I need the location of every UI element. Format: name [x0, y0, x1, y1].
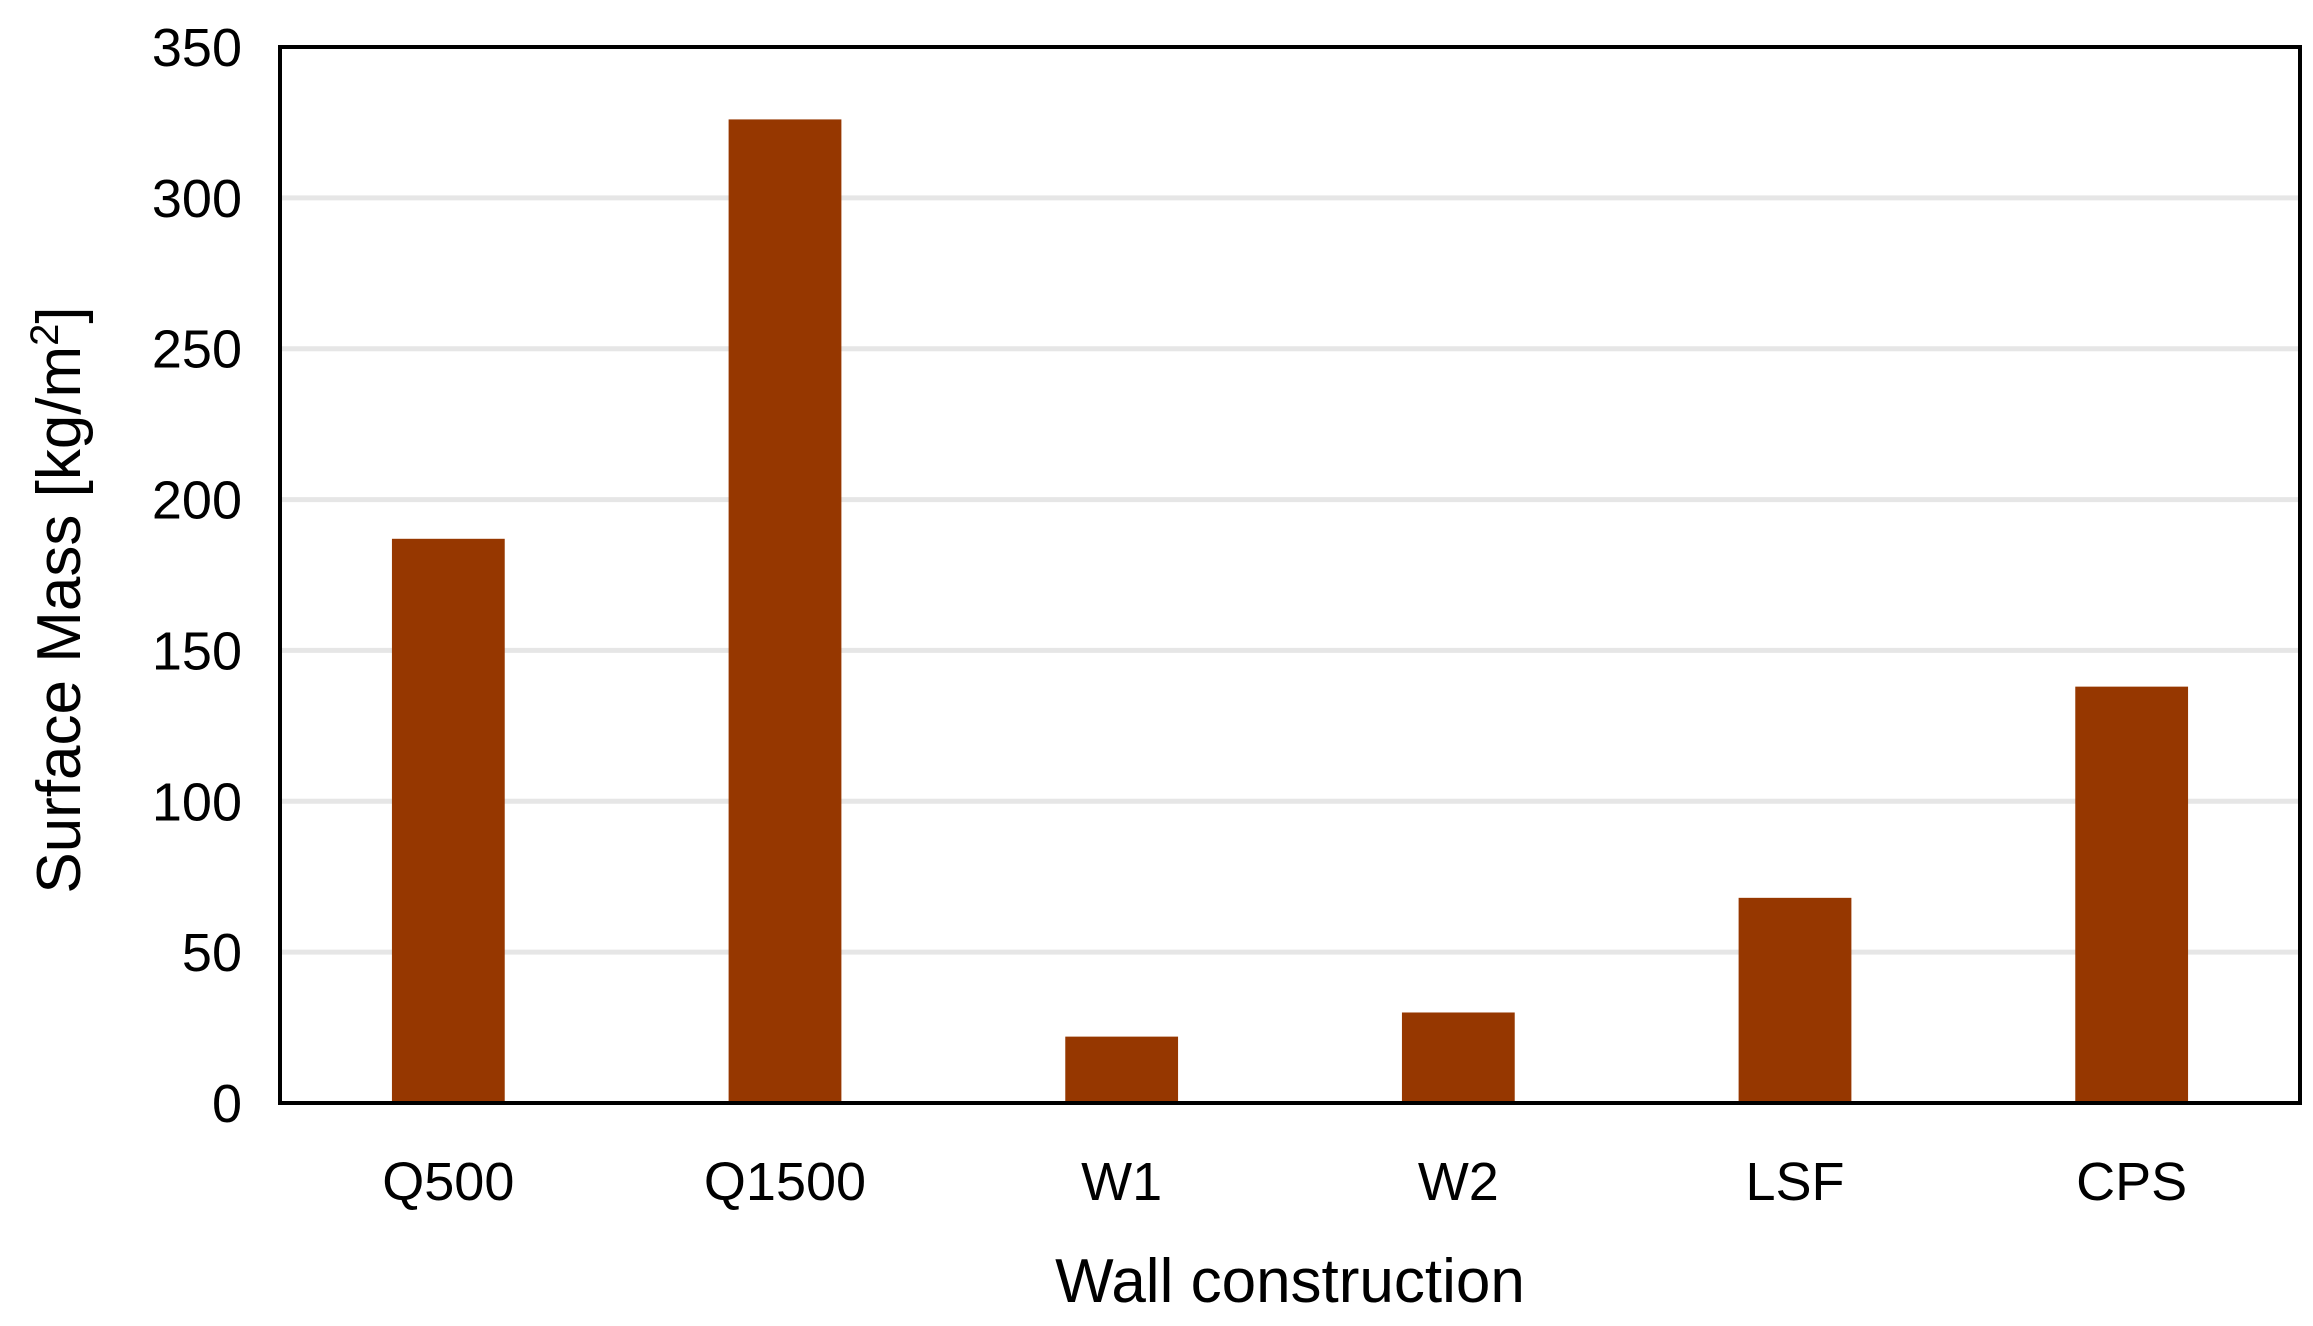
x-tick-label: CPS	[2076, 1152, 2187, 1212]
bar-q1500	[728, 119, 842, 1103]
x-tick-labels: Q500 Q1500 W1 W2 LSF CPS	[382, 1152, 2187, 1212]
y-axis-title: Surface Mass [kg/m2]	[23, 306, 94, 893]
x-tick-label: W1	[1081, 1152, 1162, 1212]
bar-cps	[2075, 686, 2189, 1103]
y-tick-label: 300	[152, 169, 242, 229]
x-tick-label: W2	[1418, 1152, 1499, 1212]
x-tick-label: Q500	[382, 1152, 514, 1212]
bar-lsf	[1738, 897, 1852, 1103]
y-tick-label: 50	[182, 923, 242, 983]
x-tick-label: Q1500	[704, 1152, 866, 1212]
y-tick-label: 250	[152, 320, 242, 380]
y-tick-label: 150	[152, 621, 242, 681]
y-tick-label: 0	[212, 1074, 242, 1134]
y-tick-labels: 0 50 100 150 200 250 300 350	[152, 18, 242, 1134]
y-axis-title-suffix: ]	[25, 306, 94, 323]
bars	[391, 119, 2189, 1103]
y-tick-label: 200	[152, 471, 242, 531]
bar-q500	[391, 538, 505, 1103]
bar-w1	[1065, 1036, 1179, 1103]
x-axis-title: Wall construction	[1055, 1247, 1525, 1316]
plot-frame	[278, 45, 2302, 1105]
y-tick-label: 100	[152, 772, 242, 832]
x-tick-label: LSF	[1745, 1152, 1844, 1212]
y-axis-title-superscript: 2	[23, 324, 67, 346]
y-tick-label: 350	[152, 18, 242, 78]
gridlines	[280, 195, 2300, 955]
y-axis-title-main: Surface Mass [kg/m	[25, 346, 94, 894]
bar-w2	[1401, 1012, 1515, 1103]
